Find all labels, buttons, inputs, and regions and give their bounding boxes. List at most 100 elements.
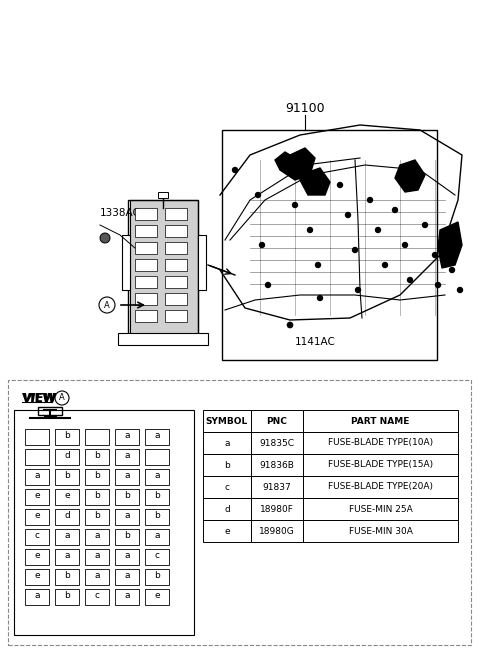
- Bar: [165, 276, 187, 288]
- Bar: [25, 529, 49, 545]
- Bar: [115, 469, 139, 485]
- Circle shape: [408, 278, 412, 282]
- Text: c: c: [225, 483, 229, 491]
- Text: A: A: [104, 301, 110, 310]
- Bar: [303, 520, 458, 542]
- Text: c: c: [95, 591, 99, 601]
- Bar: [128, 200, 198, 340]
- Text: a: a: [94, 572, 100, 580]
- Text: b: b: [64, 472, 70, 481]
- Text: a: a: [124, 591, 130, 601]
- Bar: [115, 549, 139, 565]
- Bar: [251, 476, 303, 498]
- Bar: [118, 333, 208, 345]
- Text: b: b: [64, 432, 70, 441]
- Bar: [145, 509, 169, 525]
- Bar: [85, 589, 109, 605]
- Text: a: a: [154, 472, 160, 481]
- Bar: [55, 469, 79, 485]
- Bar: [135, 208, 157, 220]
- Bar: [165, 259, 187, 271]
- Circle shape: [287, 322, 293, 328]
- Circle shape: [445, 242, 451, 248]
- Circle shape: [457, 288, 463, 293]
- Bar: [165, 225, 187, 237]
- Text: e: e: [34, 512, 40, 521]
- Circle shape: [375, 227, 381, 233]
- Bar: [165, 208, 187, 220]
- Text: a: a: [124, 512, 130, 521]
- Bar: [135, 310, 157, 322]
- Bar: [145, 549, 169, 565]
- Bar: [203, 410, 251, 432]
- Text: d: d: [64, 512, 70, 521]
- Circle shape: [435, 282, 441, 288]
- Bar: [115, 509, 139, 525]
- Bar: [222, 130, 437, 360]
- Text: 91836B: 91836B: [260, 460, 294, 470]
- Bar: [85, 509, 109, 525]
- Bar: [55, 509, 79, 525]
- Bar: [145, 529, 169, 545]
- Text: a: a: [64, 531, 70, 540]
- Polygon shape: [438, 222, 462, 268]
- Bar: [203, 454, 251, 476]
- Bar: [115, 589, 139, 605]
- Circle shape: [356, 288, 360, 293]
- Text: d: d: [224, 504, 230, 514]
- Text: a: a: [94, 531, 100, 540]
- Bar: [85, 549, 109, 565]
- Bar: [55, 589, 79, 605]
- Circle shape: [265, 282, 271, 288]
- Text: b: b: [124, 531, 130, 540]
- Text: a: a: [124, 432, 130, 441]
- Bar: [25, 489, 49, 505]
- Text: b: b: [94, 512, 100, 521]
- Bar: [203, 476, 251, 498]
- Bar: [203, 498, 251, 520]
- Bar: [303, 454, 458, 476]
- Bar: [130, 200, 198, 338]
- Circle shape: [99, 297, 115, 313]
- Circle shape: [100, 233, 110, 243]
- Text: e: e: [34, 491, 40, 500]
- Text: e: e: [224, 527, 230, 536]
- Bar: [25, 509, 49, 525]
- Text: 91837: 91837: [263, 483, 291, 491]
- Text: VIEW: VIEW: [22, 392, 57, 405]
- Bar: [115, 489, 139, 505]
- Bar: [145, 569, 169, 585]
- Bar: [303, 432, 458, 454]
- Polygon shape: [395, 160, 425, 192]
- Text: PART NAME: PART NAME: [351, 417, 410, 426]
- Text: b: b: [94, 491, 100, 500]
- Bar: [122, 235, 130, 290]
- Text: FUSE-MIN 25A: FUSE-MIN 25A: [348, 504, 412, 514]
- Text: c: c: [155, 552, 159, 561]
- Bar: [55, 549, 79, 565]
- Bar: [55, 449, 79, 465]
- Bar: [85, 569, 109, 585]
- Text: c: c: [35, 531, 39, 540]
- Text: 18980F: 18980F: [260, 504, 294, 514]
- Circle shape: [346, 212, 350, 217]
- Text: a: a: [34, 472, 40, 481]
- Text: a: a: [124, 451, 130, 460]
- Bar: [55, 489, 79, 505]
- Text: e: e: [154, 591, 160, 601]
- Bar: [145, 489, 169, 505]
- Circle shape: [422, 223, 428, 227]
- Bar: [25, 549, 49, 565]
- Bar: [85, 449, 109, 465]
- Text: 1338AC: 1338AC: [100, 208, 141, 218]
- Circle shape: [232, 168, 238, 172]
- Bar: [115, 569, 139, 585]
- Text: a: a: [124, 572, 130, 580]
- Circle shape: [308, 227, 312, 233]
- Circle shape: [403, 242, 408, 248]
- Bar: [165, 242, 187, 254]
- Bar: [251, 432, 303, 454]
- Polygon shape: [275, 148, 315, 180]
- Bar: [25, 449, 49, 465]
- Text: b: b: [154, 572, 160, 580]
